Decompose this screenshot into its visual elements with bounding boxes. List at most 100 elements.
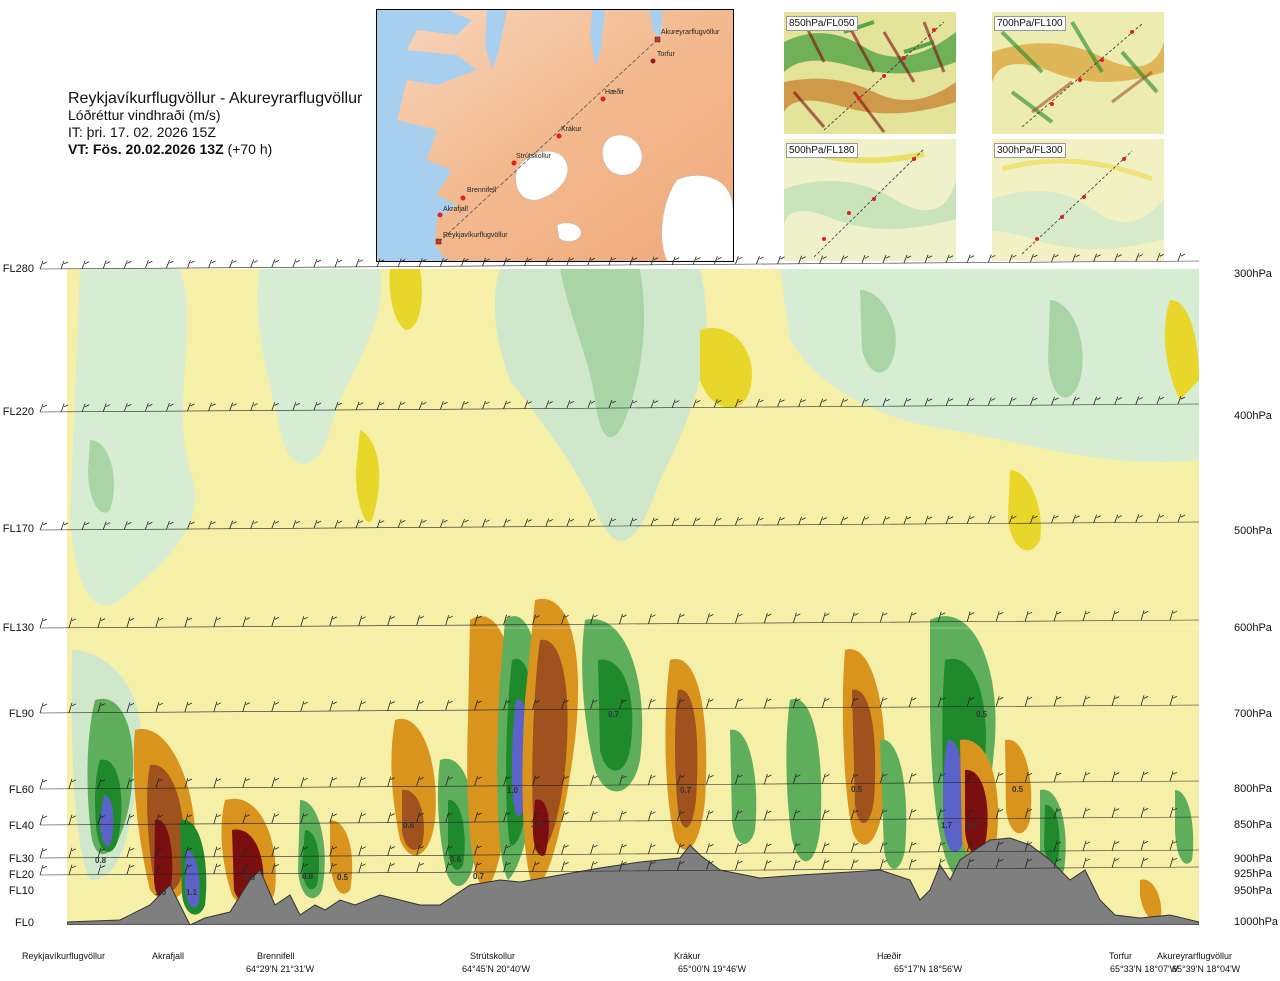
wind-barb (358, 812, 366, 823)
wind-barb (879, 612, 888, 623)
contour-label: 1.0 (155, 888, 167, 897)
pressure-label: 1000hPa (1234, 916, 1279, 928)
fl-label: FL220 (2, 406, 34, 418)
wind-barb (1177, 514, 1186, 523)
wind-barb (821, 773, 830, 784)
wind-barb (713, 256, 722, 265)
wind-barb (850, 773, 859, 784)
wind-barb (792, 842, 801, 853)
wind-barb (60, 521, 69, 530)
level-map-300-svg (992, 139, 1164, 261)
fl-label: FL280 (2, 263, 34, 275)
wind-barb (292, 402, 301, 411)
wind-barb (677, 613, 685, 624)
wind-barb (397, 519, 406, 528)
wind-barb (924, 515, 933, 525)
fl-label: FL30 (8, 853, 34, 865)
wind-barb (532, 699, 540, 710)
wind-barb (1008, 515, 1017, 524)
wind-barb (213, 846, 222, 857)
up-wave-20 (1005, 739, 1032, 834)
wind-barb (945, 397, 954, 406)
map-point-strutskollur (511, 160, 517, 166)
wind-barb (590, 861, 598, 872)
wind-barb (213, 777, 222, 788)
wind-barb (358, 615, 366, 626)
wind-barb (97, 702, 106, 713)
wind-barb (532, 614, 540, 625)
wind-barb (474, 699, 482, 711)
wind-barb (445, 776, 453, 787)
down-area-upper-1 (70, 269, 196, 606)
wind-barb (1051, 396, 1059, 406)
wind-barb (763, 809, 772, 821)
wind-barb (879, 697, 888, 708)
wind-barb (334, 258, 343, 268)
wind-barb (126, 847, 135, 858)
up-wave-19-inner (965, 769, 988, 854)
wind-barb (1008, 397, 1017, 406)
wind-barb (1111, 857, 1120, 868)
wind-barb (229, 402, 237, 411)
wind-barb (271, 520, 279, 529)
wind-barb (387, 700, 395, 711)
wind-barb (1135, 514, 1143, 523)
pressure-label: 925hPa (1234, 868, 1272, 880)
wind-barb (566, 257, 574, 266)
wind-barb (792, 612, 801, 623)
wind-barb (966, 772, 975, 783)
wind-barb (416, 812, 424, 823)
wind-barb (329, 776, 337, 788)
wind-barb (850, 697, 859, 708)
wind-barb (903, 254, 912, 264)
wind-barb (861, 516, 870, 525)
wind-barb (250, 402, 258, 411)
wind-barb (445, 812, 453, 823)
wind-barb (102, 260, 111, 269)
wind-barb (97, 617, 106, 628)
wind-barb (1169, 857, 1178, 868)
wind-barb (329, 700, 337, 712)
waypoint-label: Strútskollur (470, 951, 516, 961)
wind-barb (532, 775, 540, 786)
wind-barb (482, 518, 490, 528)
wind-barb (144, 260, 153, 269)
wind-barb (777, 516, 785, 526)
wind-barb (648, 810, 656, 821)
issue-time: IT: þri. 17. 02. 2026 15Z (68, 124, 216, 140)
wind-barb (102, 521, 111, 530)
wind-barb (123, 260, 132, 269)
down-wave-8-inner (448, 799, 465, 870)
wind-barb (735, 698, 743, 709)
pressure-label: 400hPa (1234, 410, 1272, 422)
wind-barb (1140, 807, 1149, 818)
wind-barb (440, 258, 448, 267)
contour-label: 0.7 (473, 872, 485, 881)
up-area-upper-2 (700, 328, 752, 409)
wind-barb (1053, 610, 1062, 622)
wind-barb (102, 403, 111, 412)
up-wave-6 (330, 820, 353, 894)
contour-label: 0.6 (450, 855, 462, 864)
wind-barb (68, 778, 77, 789)
wind-barb (461, 257, 469, 267)
wind-barb (184, 616, 193, 628)
wind-barb (329, 862, 337, 874)
map-point-akrafjall (437, 212, 443, 218)
wind-barb (242, 616, 251, 627)
wind-barb (1111, 807, 1120, 818)
down-wave-5-inner (302, 830, 320, 890)
map-point-akureyri (654, 36, 661, 43)
wind-barb (166, 520, 174, 530)
wind-barb (376, 401, 385, 410)
wind-barb (966, 841, 975, 852)
wind-barb (503, 844, 511, 855)
wind-barb (561, 699, 569, 710)
wind-barb (735, 810, 743, 821)
wind-barb (1024, 841, 1033, 852)
fl-label: FL130 (2, 622, 34, 634)
chart-header: Reykjavíkurflugvöllur - Akureyrarflugvöl… (68, 90, 362, 158)
wind-barb (756, 398, 764, 408)
wind-barb (461, 518, 469, 528)
